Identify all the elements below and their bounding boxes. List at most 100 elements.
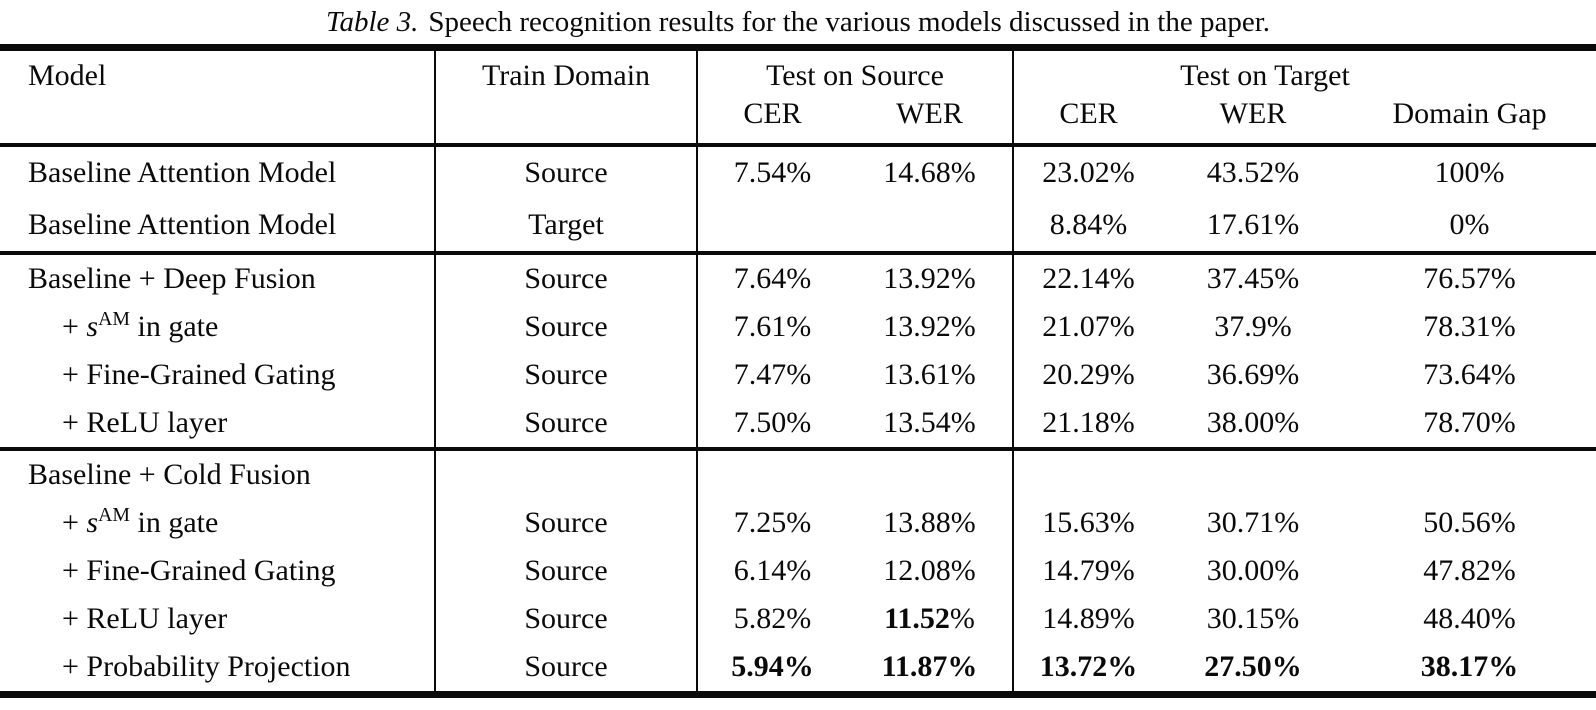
- model-cell: Baseline + Deep Fusion: [0, 253, 436, 303]
- value-text: 30.71%: [1206, 506, 1300, 539]
- value-text: 38.00%: [1206, 406, 1300, 439]
- domain-gap-cell: 73.64%: [1343, 351, 1596, 399]
- value-text: 11.52: [884, 602, 950, 635]
- table-header: Model Train Domain Test on Source Test o…: [0, 47, 1596, 145]
- domain-gap-cell: 38.17%: [1343, 643, 1596, 695]
- source-cer-cell: 7.64%: [697, 253, 847, 303]
- table-row: + Fine-Grained Gating Source 6.14% 12.08% 14…: [0, 547, 1596, 595]
- table-group-3: Baseline + Cold Fusion + sAM in gate Sourc…: [0, 449, 1596, 695]
- model-text: Baseline Attention Model: [28, 208, 337, 241]
- value-text: %: [949, 602, 975, 635]
- header-model: Model: [0, 47, 436, 145]
- table-row: + sAM in gate Source 7.61% 13.92% 21.07% 37.9…: [0, 303, 1596, 351]
- target-wer-cell: 43.52%: [1163, 145, 1343, 199]
- value-text: 20.29%: [1042, 358, 1135, 391]
- domain-gap-cell: 78.70%: [1343, 399, 1596, 449]
- model-cell: + ReLU layer: [0, 399, 436, 449]
- value-text: 30.00%: [1206, 554, 1300, 587]
- source-wer-cell: 13.92%: [847, 253, 1014, 303]
- value-text: 8.84%: [1049, 208, 1128, 241]
- model-text: + Fine-Grained Gating: [62, 554, 336, 587]
- target-wer-cell: 30.71%: [1163, 499, 1343, 547]
- target-wer-cell: 38.00%: [1163, 399, 1343, 449]
- model-cell: + ReLU layer: [0, 595, 436, 643]
- source-cer-cell: 7.25%: [697, 499, 847, 547]
- value-text: 14.89%: [1042, 602, 1135, 635]
- model-cell: Baseline + Cold Fusion: [0, 449, 436, 499]
- source-cer-cell: 7.54%: [697, 145, 847, 199]
- value-text: 14.79%: [1042, 554, 1135, 587]
- value-text: 13.61%: [883, 358, 976, 391]
- target-wer-cell: 37.9%: [1163, 303, 1343, 351]
- target-cer-cell: [1013, 449, 1163, 499]
- model-text: Baseline + Cold Fusion: [28, 458, 311, 491]
- model-cell: Baseline Attention Model: [0, 145, 436, 199]
- target-wer-cell: 30.15%: [1163, 595, 1343, 643]
- value-text: 22.14%: [1042, 262, 1135, 295]
- model-cell: + sAM in gate: [0, 499, 436, 547]
- source-cer-cell: 7.47%: [697, 351, 847, 399]
- source-wer-cell: 12.08%: [847, 547, 1014, 595]
- value-text: 5.82%: [733, 602, 812, 635]
- model-cell: + Fine-Grained Gating: [0, 547, 436, 595]
- model-text: + Fine-Grained Gating: [62, 358, 336, 391]
- value-text: 7.25%: [733, 506, 812, 539]
- target-wer-cell: [1163, 449, 1343, 499]
- header-target-cer: CER: [1059, 97, 1118, 130]
- table-row: + sAM in gate Source 7.25% 13.88% 15.63% 30.7…: [0, 499, 1596, 547]
- model-text: Baseline + Deep Fusion: [28, 262, 316, 295]
- value-text: 6.14%: [733, 554, 812, 587]
- table-row: Baseline Attention Model Source 7.54% 14.68…: [0, 145, 1596, 199]
- value-text: 37.45%: [1206, 262, 1300, 295]
- source-cer-cell: 7.50%: [697, 399, 847, 449]
- target-cer-cell: 21.18%: [1013, 399, 1163, 449]
- results-table: Model Train Domain Test on Source Test o…: [0, 44, 1596, 698]
- model-text: s: [86, 310, 99, 343]
- train-domain-cell: Source: [435, 303, 698, 351]
- train-domain-cell: Source: [435, 547, 698, 595]
- source-wer-cell: 11.87%: [847, 643, 1014, 695]
- train-domain-cell: Target: [435, 199, 698, 253]
- train-domain-cell: Source: [435, 643, 698, 695]
- value-text: 0%: [1449, 208, 1490, 241]
- source-cer-cell: 6.14%: [697, 547, 847, 595]
- model-text: in gate: [129, 310, 219, 343]
- target-wer-cell: 30.00%: [1163, 547, 1343, 595]
- source-wer-cell: [847, 449, 1014, 499]
- header-row-groups: Model Train Domain Test on Source Test o…: [0, 47, 1596, 145]
- model-text: Baseline Attention Model: [28, 156, 337, 189]
- source-wer-cell: [847, 199, 1014, 253]
- model-text: +: [62, 310, 87, 343]
- source-cer-cell: [697, 449, 847, 499]
- source-wer-cell: 13.88%: [847, 499, 1014, 547]
- target-wer-cell: 37.45%: [1163, 253, 1343, 303]
- value-text: 23.02%: [1042, 156, 1135, 189]
- table-row: Baseline + Cold Fusion: [0, 449, 1596, 499]
- caption-label: Table 3.: [325, 5, 419, 38]
- value-text: 5.94%: [731, 650, 814, 683]
- value-text: 100%: [1434, 156, 1505, 189]
- value-text: 17.61%: [1206, 208, 1300, 241]
- value-text: 14.68%: [883, 156, 976, 189]
- value-text: 37.9%: [1214, 310, 1292, 343]
- value-text: 38.17%: [1420, 650, 1519, 683]
- value-text: 27.50%: [1204, 650, 1302, 683]
- domain-gap-cell: 0%: [1343, 199, 1596, 253]
- table-row: + ReLU layer Source 5.82% 11.52% 14.89% 30.15…: [0, 595, 1596, 643]
- value-text: 13.92%: [883, 262, 976, 295]
- value-text: 15.63%: [1042, 506, 1135, 539]
- value-text: 76.57%: [1423, 262, 1516, 295]
- target-cer-cell: 13.72%: [1013, 643, 1163, 695]
- value-text: 21.18%: [1042, 406, 1135, 439]
- value-text: 13.92%: [883, 310, 976, 343]
- value-text: 7.50%: [733, 406, 812, 439]
- model-text: + ReLU layer: [62, 602, 228, 635]
- value-text: 11.87%: [881, 650, 978, 683]
- train-domain-cell: Source: [435, 253, 698, 303]
- value-text: 13.72%: [1039, 650, 1138, 683]
- model-text: + ReLU layer: [62, 406, 228, 439]
- model-cell: + Probability Projection: [0, 643, 436, 695]
- value-text: 43.52%: [1206, 156, 1300, 189]
- target-cer-cell: 20.29%: [1013, 351, 1163, 399]
- header-train-domain: Train Domain: [435, 47, 698, 145]
